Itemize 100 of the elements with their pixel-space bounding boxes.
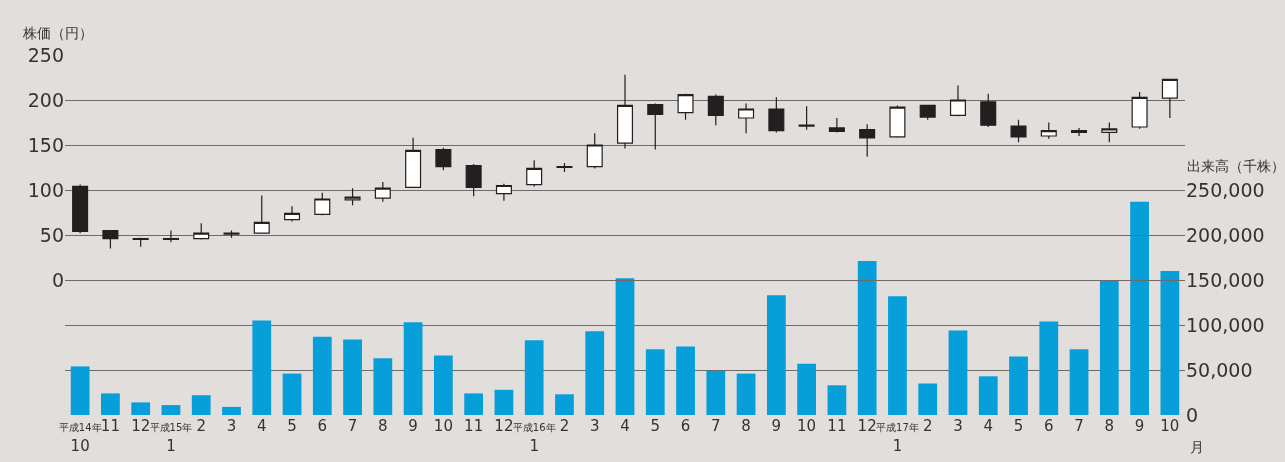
bar <box>766 295 786 415</box>
y-tick-label: 200 <box>27 88 64 111</box>
candlestick <box>1101 121 1118 143</box>
x-tick-label: 9 <box>1134 417 1145 435</box>
x-tick-label: 2 <box>559 417 570 435</box>
bar <box>70 366 90 415</box>
candlestick <box>828 117 845 133</box>
candlestick <box>889 104 906 139</box>
bar <box>797 363 817 415</box>
x-tick-label: 11 <box>464 417 484 435</box>
candlestick <box>949 85 966 117</box>
x-tick-label: 12 <box>494 417 514 435</box>
candlestick <box>405 137 422 188</box>
x-tick-label: 6 <box>680 417 691 435</box>
x-tick-label: 平成17年 1 <box>876 422 919 455</box>
bar <box>131 402 151 415</box>
x-tick-label: 2 <box>922 417 933 435</box>
candlestick <box>647 103 664 151</box>
x-tick-label: 10 <box>797 417 817 435</box>
bar <box>464 393 484 415</box>
x-tick-label: 12 <box>857 417 877 435</box>
bar <box>191 395 211 415</box>
x-tick-label: 10 <box>1160 417 1180 435</box>
candlestick <box>738 103 755 134</box>
bar <box>888 296 907 415</box>
bar <box>857 261 877 415</box>
bar <box>978 376 998 415</box>
bar <box>101 393 120 415</box>
y2-axis-title: 出来高（千株） <box>1187 158 1285 174</box>
x-tick-label: 7 <box>347 417 358 435</box>
y2-tick-label: 50,000 <box>1186 358 1253 381</box>
x-tick-label: 4 <box>256 417 267 435</box>
bar <box>524 340 544 415</box>
bar <box>645 349 665 415</box>
candlestick <box>677 93 694 121</box>
x-tick-label: 7 <box>1074 417 1084 435</box>
x-tick-label: 4 <box>983 417 994 435</box>
bar <box>555 394 574 415</box>
candlestick <box>1040 121 1057 140</box>
x-tick-label: 5 <box>287 417 297 435</box>
x-tick-label: 11 <box>827 417 847 435</box>
candlestick <box>1131 91 1148 130</box>
bar <box>1130 201 1149 415</box>
x-tick-label: 8 <box>378 417 388 435</box>
candlestick <box>1010 119 1027 143</box>
x-tick-label: 3 <box>589 417 600 435</box>
candlestick <box>102 229 119 250</box>
x-tick-label: 2 <box>196 417 206 435</box>
x-tick-label: 平成15年 1 <box>149 422 193 455</box>
bar <box>676 346 695 415</box>
y-tick-label: 250 <box>27 43 64 66</box>
x-tick-label: 8 <box>1104 417 1115 435</box>
candlestick <box>768 96 785 133</box>
y-tick-label: 50 <box>39 223 64 246</box>
bar <box>252 320 272 415</box>
bar <box>827 385 847 415</box>
candlestick <box>586 132 603 169</box>
bar <box>585 331 605 415</box>
x-tick-label: 9 <box>771 417 782 435</box>
bar <box>282 373 302 415</box>
bar <box>1069 349 1089 415</box>
bar <box>706 370 726 415</box>
y2-tick-label: 150,000 <box>1186 268 1265 291</box>
candlestick <box>859 123 876 158</box>
bar <box>615 278 635 415</box>
y-tick-label: 100 <box>27 178 64 201</box>
x-axis-title: 月 <box>1190 439 1204 455</box>
y2-tick-label: 0 <box>1186 403 1199 426</box>
candlestick <box>980 93 997 128</box>
candlestick <box>374 181 391 203</box>
y2-tick-label: 100,000 <box>1186 313 1265 336</box>
candlestick <box>1071 127 1088 137</box>
x-tick-label: 8 <box>741 417 751 435</box>
candlestick <box>616 74 634 150</box>
candlestick <box>707 94 724 126</box>
candlestick <box>495 183 512 202</box>
candlestick <box>1161 78 1178 119</box>
x-tick-label: 3 <box>226 417 237 435</box>
bar <box>1039 321 1059 415</box>
candlestick <box>465 163 482 197</box>
bar <box>222 406 241 415</box>
x-tick-label: 6 <box>317 417 328 435</box>
x-tick-label: 10 <box>433 417 453 435</box>
x-tick-label: 5 <box>650 417 661 435</box>
bar <box>1160 271 1180 415</box>
x-tick-label: 3 <box>953 417 963 435</box>
y2-tick-label: 200,000 <box>1186 223 1265 246</box>
x-tick-label: 6 <box>1044 417 1054 435</box>
candlestick <box>919 104 936 121</box>
x-tick-label: 5 <box>1013 417 1024 435</box>
bar <box>161 405 181 415</box>
bar <box>918 383 938 415</box>
bar <box>403 322 423 415</box>
bar <box>343 339 362 415</box>
candlestick <box>284 205 301 223</box>
x-tick-label: 12 <box>131 417 151 435</box>
x-tick-label: 9 <box>408 417 418 435</box>
candlestick <box>162 229 179 243</box>
bar <box>948 330 968 415</box>
candlestick <box>435 147 452 171</box>
